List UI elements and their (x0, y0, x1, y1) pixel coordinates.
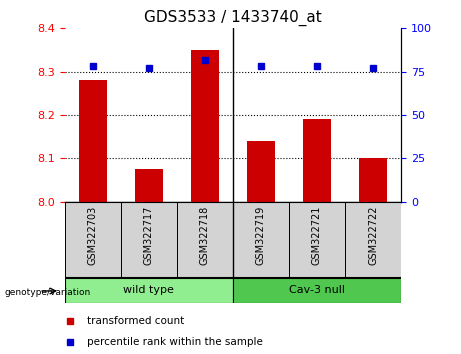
Text: transformed count: transformed count (87, 316, 184, 326)
Text: GSM322722: GSM322722 (368, 206, 378, 265)
Bar (191, 50, 219, 202)
Bar (177, 202, 233, 278)
Bar (78, 80, 106, 202)
Text: GSM322717: GSM322717 (144, 206, 154, 265)
Text: wild type: wild type (123, 285, 174, 295)
Bar (135, 169, 163, 202)
Bar (345, 202, 401, 278)
Title: GDS3533 / 1433740_at: GDS3533 / 1433740_at (144, 9, 322, 25)
Bar (121, 202, 177, 278)
Text: percentile rank within the sample: percentile rank within the sample (87, 337, 263, 348)
Bar (233, 278, 401, 303)
Text: GSM322721: GSM322721 (312, 206, 322, 265)
Text: GSM322718: GSM322718 (200, 206, 210, 265)
Bar (359, 159, 387, 202)
Text: genotype/variation: genotype/variation (5, 287, 91, 297)
Bar (303, 119, 331, 202)
Bar (233, 202, 289, 278)
Bar (289, 202, 345, 278)
Text: Cav-3 null: Cav-3 null (289, 285, 345, 295)
Text: GSM322719: GSM322719 (256, 206, 266, 265)
Bar (65, 202, 121, 278)
Bar (65, 278, 233, 303)
Bar (247, 141, 275, 202)
Text: GSM322703: GSM322703 (88, 206, 98, 265)
